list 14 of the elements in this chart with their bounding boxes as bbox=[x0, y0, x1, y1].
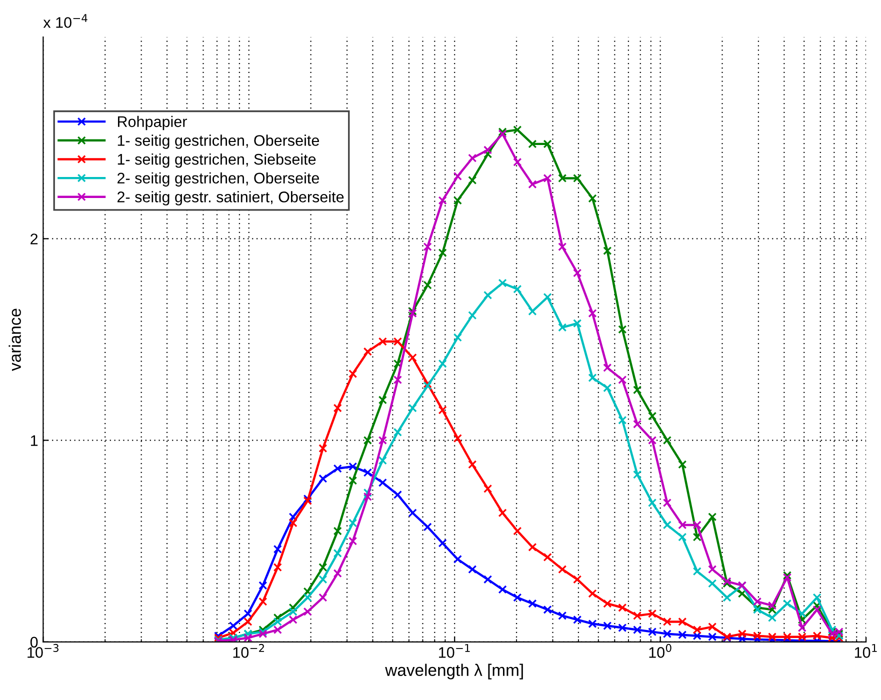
x-axis-title: wavelength λ [mm] bbox=[385, 664, 523, 680]
x-tick-label: 10$^{0}$ bbox=[649, 644, 672, 658]
y-axis-title: variance bbox=[8, 308, 21, 371]
legend-label: 2- seitig gestrichen, Oberseite bbox=[118, 172, 320, 187]
legend-label: Rohpapier bbox=[118, 116, 187, 130]
x-tick-label: 10$^{1}$ bbox=[854, 644, 877, 658]
y-tick-label: 1 bbox=[30, 435, 38, 446]
legend-label: 1- seitig gestrichen, Siebseite bbox=[118, 154, 316, 168]
x-tick-label: 10$^{−2}$ bbox=[233, 644, 264, 658]
legend-label: 1- seitig gestrichen, Oberseite bbox=[118, 134, 320, 149]
legend-label: 2- seitig gestr. satiniert, Oberseite bbox=[118, 191, 344, 206]
y-tick-label: 2 bbox=[30, 234, 38, 244]
x-tick-label: 10$^{−1}$ bbox=[439, 644, 470, 658]
text: x 10$^{−4}$ bbox=[43, 14, 88, 28]
